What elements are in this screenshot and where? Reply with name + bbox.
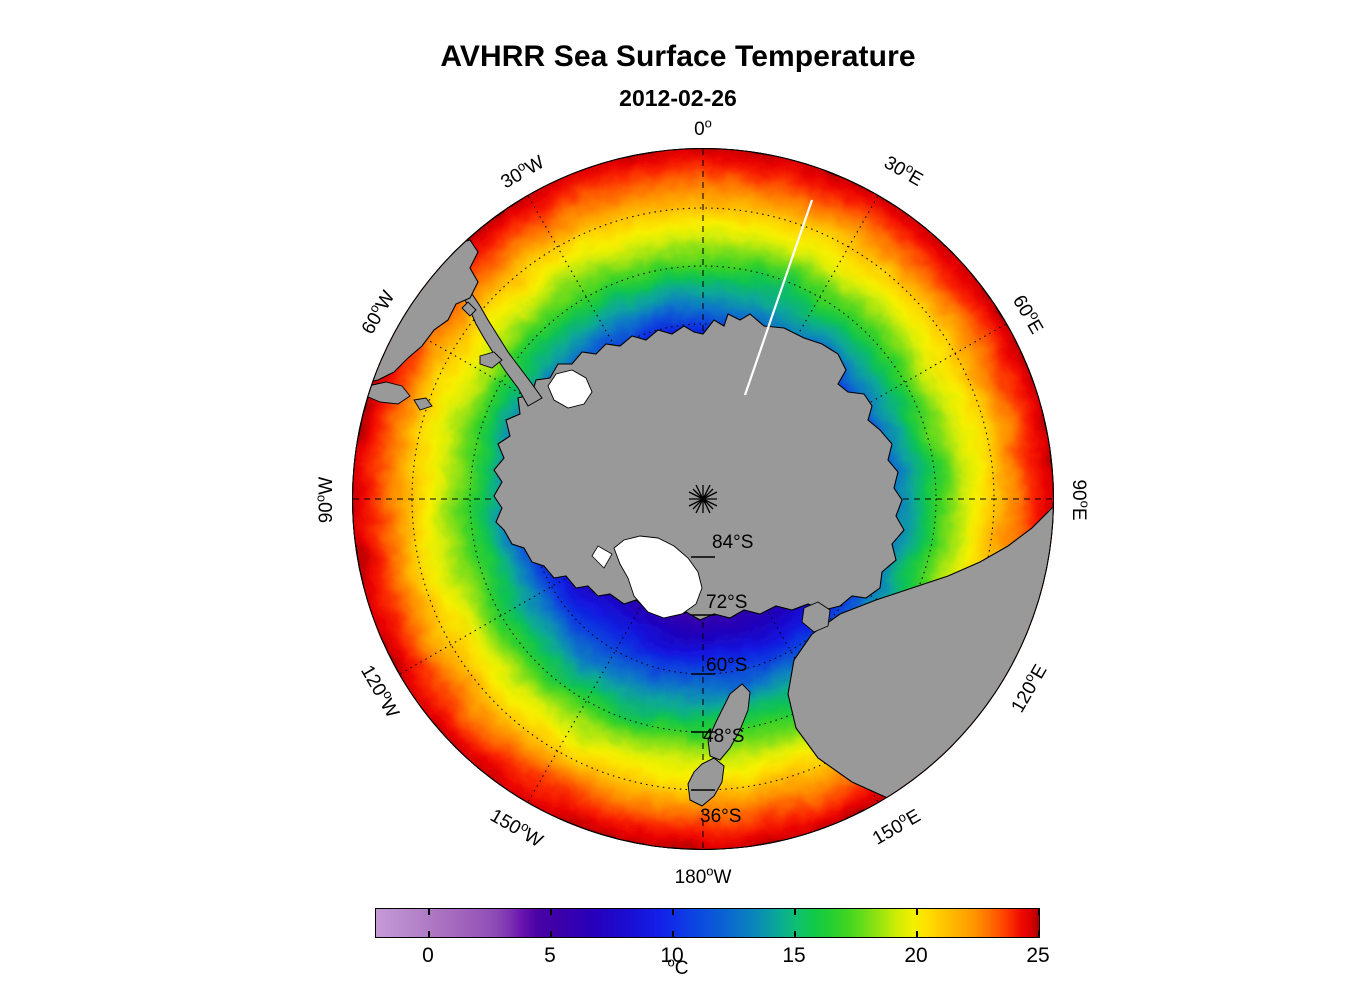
colorbar-tick-0 bbox=[428, 908, 430, 915]
parallel-label-84s: 84°S bbox=[712, 532, 754, 553]
parallel-label-48s: 48°S bbox=[703, 726, 745, 747]
new-zealand bbox=[687, 683, 751, 807]
colorbar-tick-20 bbox=[916, 908, 918, 915]
colorbar-label-15: 15 bbox=[782, 944, 806, 967]
meridian-label-0: 0o bbox=[694, 115, 712, 140]
colorbar-label-25: 25 bbox=[1026, 944, 1050, 967]
colorbar-tick-5 bbox=[550, 908, 552, 915]
parallel-ticks bbox=[691, 556, 715, 791]
page-title: AVHRR Sea Surface Temperature bbox=[440, 40, 916, 73]
parallel-label-72s: 72°S bbox=[706, 592, 748, 613]
colorbar-label-20: 20 bbox=[904, 944, 928, 967]
figure-subtitle-date: 2012-02-26 bbox=[619, 85, 737, 111]
landmasses bbox=[437, 251, 905, 621]
colorbar-tick-20b bbox=[916, 931, 918, 938]
colorbar-unit-label: oC bbox=[667, 954, 689, 979]
colorbar-tick-10b bbox=[672, 931, 674, 938]
pole-marker bbox=[688, 484, 718, 514]
colorbar-gradient bbox=[375, 908, 1040, 938]
meridian-label-90w: 90oW bbox=[312, 476, 337, 524]
colorbar-tick-25 bbox=[1038, 908, 1040, 915]
map-disc bbox=[352, 148, 1054, 850]
colorbar-tick-5b bbox=[550, 931, 552, 938]
swath-data-gap bbox=[743, 199, 814, 396]
colorbar-label-0: 0 bbox=[422, 944, 434, 967]
falkland-islands bbox=[479, 351, 503, 369]
parallel-label-36s: 36°S bbox=[700, 806, 742, 827]
colorbar-tick-15b bbox=[794, 931, 796, 938]
meridian-label-180w: 180oW bbox=[674, 863, 732, 888]
colorbar-tick-15 bbox=[794, 908, 796, 915]
filchner-ronne-ice-shelf bbox=[547, 369, 593, 409]
colorbar-tick-10 bbox=[672, 908, 674, 915]
meridian-label-90e: 90oE bbox=[1068, 479, 1093, 521]
colorbar bbox=[375, 908, 1040, 938]
ross-shelf-notch bbox=[591, 545, 613, 569]
parallel-label-60s: 60°S bbox=[706, 655, 748, 676]
tasmania bbox=[801, 601, 831, 633]
map-svg bbox=[353, 149, 1053, 849]
madagascar bbox=[1037, 177, 1053, 219]
ross-ice-shelf bbox=[613, 535, 703, 619]
polar-map bbox=[352, 148, 1054, 850]
colorbar-label-5: 5 bbox=[544, 944, 556, 967]
colorbar-tick-25b bbox=[1038, 931, 1040, 938]
colorbar-label-10: 10 bbox=[660, 944, 684, 967]
tierra-del-fuego bbox=[365, 381, 433, 411]
colorbar-tick-0b bbox=[428, 931, 430, 938]
